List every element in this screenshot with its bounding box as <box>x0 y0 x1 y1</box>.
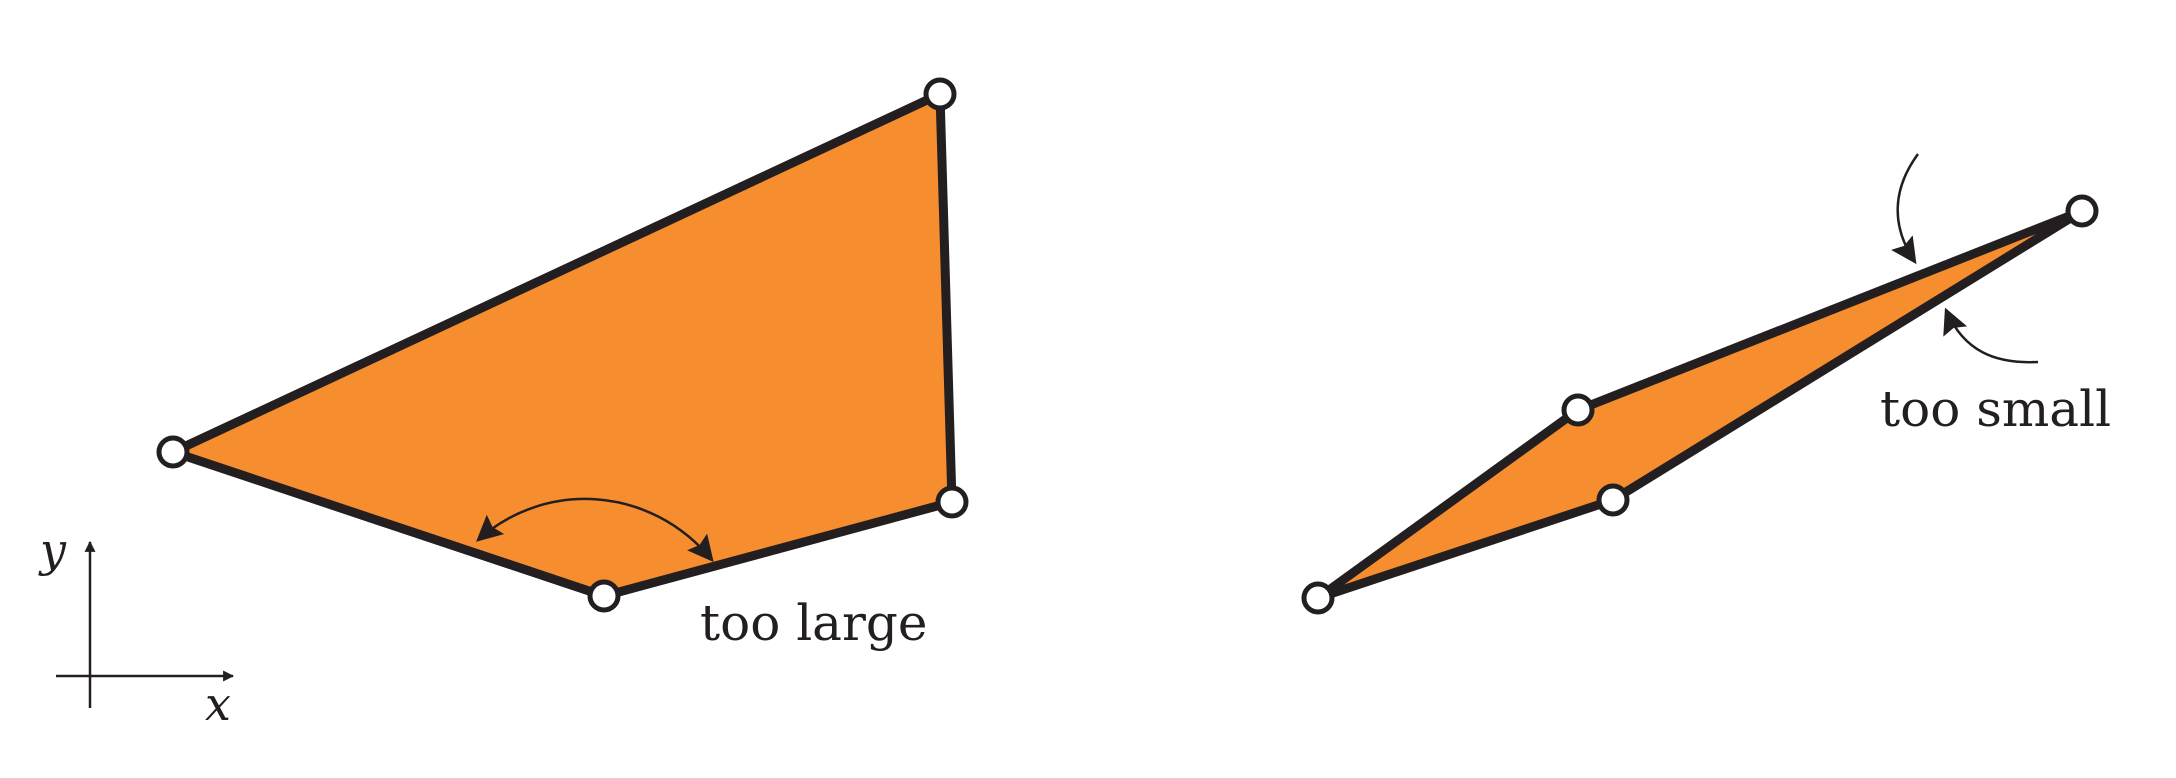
right-vertex-upper <box>1561 393 1595 427</box>
right-quadrilateral: too small <box>1301 153 2111 615</box>
coordinate-axes: y x <box>38 523 235 731</box>
right-vertex-tip <box>2065 194 2099 228</box>
left-vertex-top <box>923 77 957 111</box>
x-axis-label: x <box>205 677 231 731</box>
right-vertex-bottom-left <box>1301 581 1335 615</box>
left-vertex-left <box>156 435 190 469</box>
left-vertex-bottom <box>587 579 621 613</box>
left-quadrilateral: too large <box>156 77 969 652</box>
right-vertex-lower <box>1596 483 1630 517</box>
y-axis-label: y <box>38 523 67 577</box>
too-large-label: too large <box>700 594 928 652</box>
left-quad-shape <box>168 89 957 601</box>
small-angle-bottom-arrow <box>1943 307 2039 364</box>
too-small-label: too small <box>1880 380 2111 438</box>
left-vertex-right <box>935 485 969 519</box>
small-angle-top-arrow <box>1891 153 1920 265</box>
large-angle-arc-arrow <box>476 497 714 563</box>
